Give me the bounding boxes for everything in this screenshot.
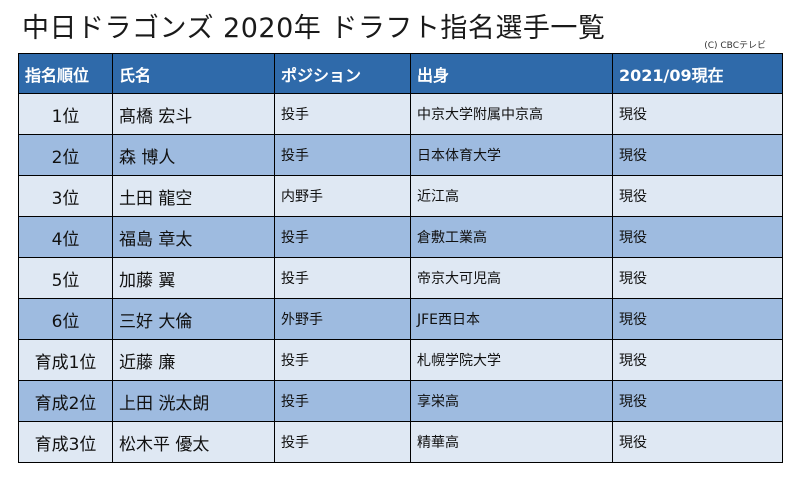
cell-name: 福島 章太 (112, 216, 275, 258)
header-position: ポジション (274, 53, 411, 94)
page-title: 中日ドラゴンズ 2020年 ドラフト指名選手一覧 (22, 13, 606, 44)
cell-status: 現役 (612, 93, 783, 135)
cell-origin: 近江高 (410, 175, 613, 217)
cell-rank: 育成3位 (18, 421, 113, 463)
header-status: 2021/09現在 (612, 53, 783, 94)
cell-status: 現役 (612, 257, 783, 299)
header-rank: 指名順位 (18, 53, 113, 94)
table-row: 1位 髙橋 宏斗 投手 中京大学附属中京高 現役 (18, 93, 783, 135)
cell-origin: 精華高 (410, 421, 613, 463)
cell-name: 土田 龍空 (112, 175, 275, 217)
cell-rank: 育成1位 (18, 339, 113, 381)
cell-origin: 日本体育大学 (410, 134, 613, 176)
cell-status: 現役 (612, 298, 783, 340)
cell-name: 松木平 優太 (112, 421, 275, 463)
cell-origin: 札幌学院大学 (410, 339, 613, 381)
cell-position: 投手 (274, 93, 411, 135)
table-row: 2位 森 博人 投手 日本体育大学 現役 (18, 134, 783, 176)
cell-position: 投手 (274, 216, 411, 258)
table-row: 4位 福島 章太 投手 倉敷工業高 現役 (18, 216, 783, 258)
header-origin: 出身 (410, 53, 613, 94)
draft-table: 指名順位 氏名 ポジション 出身 2021/09現在 1位 髙橋 宏斗 投手 中… (18, 53, 783, 463)
cell-name: 三好 大倫 (112, 298, 275, 340)
cell-position: 投手 (274, 380, 411, 422)
cell-position: 投手 (274, 421, 411, 463)
cell-name: 近藤 廉 (112, 339, 275, 381)
cell-position: 外野手 (274, 298, 411, 340)
cell-status: 現役 (612, 339, 783, 381)
table-row: 育成3位 松木平 優太 投手 精華高 現役 (18, 421, 783, 463)
cell-status: 現役 (612, 134, 783, 176)
cell-name: 上田 洸太朗 (112, 380, 275, 422)
cell-rank: 6位 (18, 298, 113, 340)
cell-status: 現役 (612, 216, 783, 258)
cell-rank: 2位 (18, 134, 113, 176)
cell-name: 森 博人 (112, 134, 275, 176)
table-row: 育成1位 近藤 廉 投手 札幌学院大学 現役 (18, 339, 783, 381)
cell-origin: 帝京大可児高 (410, 257, 613, 299)
cell-origin: 享栄高 (410, 380, 613, 422)
cell-status: 現役 (612, 380, 783, 422)
cell-name: 髙橋 宏斗 (112, 93, 275, 135)
table-row: 育成2位 上田 洸太朗 投手 享栄高 現役 (18, 380, 783, 422)
cell-name: 加藤 翼 (112, 257, 275, 299)
table-row: 6位 三好 大倫 外野手 JFE西日本 現役 (18, 298, 783, 340)
cell-position: 内野手 (274, 175, 411, 217)
cell-origin: 中京大学附属中京高 (410, 93, 613, 135)
cell-origin: 倉敷工業高 (410, 216, 613, 258)
header-name: 氏名 (112, 53, 275, 94)
cell-position: 投手 (274, 257, 411, 299)
table-row: 3位 土田 龍空 内野手 近江高 現役 (18, 175, 783, 217)
cell-rank: 育成2位 (18, 380, 113, 422)
cell-rank: 4位 (18, 216, 113, 258)
cell-rank: 5位 (18, 257, 113, 299)
table-header-row: 指名順位 氏名 ポジション 出身 2021/09現在 (18, 53, 783, 94)
cell-rank: 1位 (18, 93, 113, 135)
copyright-credit: (C) CBCテレビ (704, 41, 766, 51)
table-row: 5位 加藤 翼 投手 帝京大可児高 現役 (18, 257, 783, 299)
cell-status: 現役 (612, 175, 783, 217)
cell-origin: JFE西日本 (410, 298, 613, 340)
cell-position: 投手 (274, 339, 411, 381)
cell-rank: 3位 (18, 175, 113, 217)
cell-position: 投手 (274, 134, 411, 176)
cell-status: 現役 (612, 421, 783, 463)
